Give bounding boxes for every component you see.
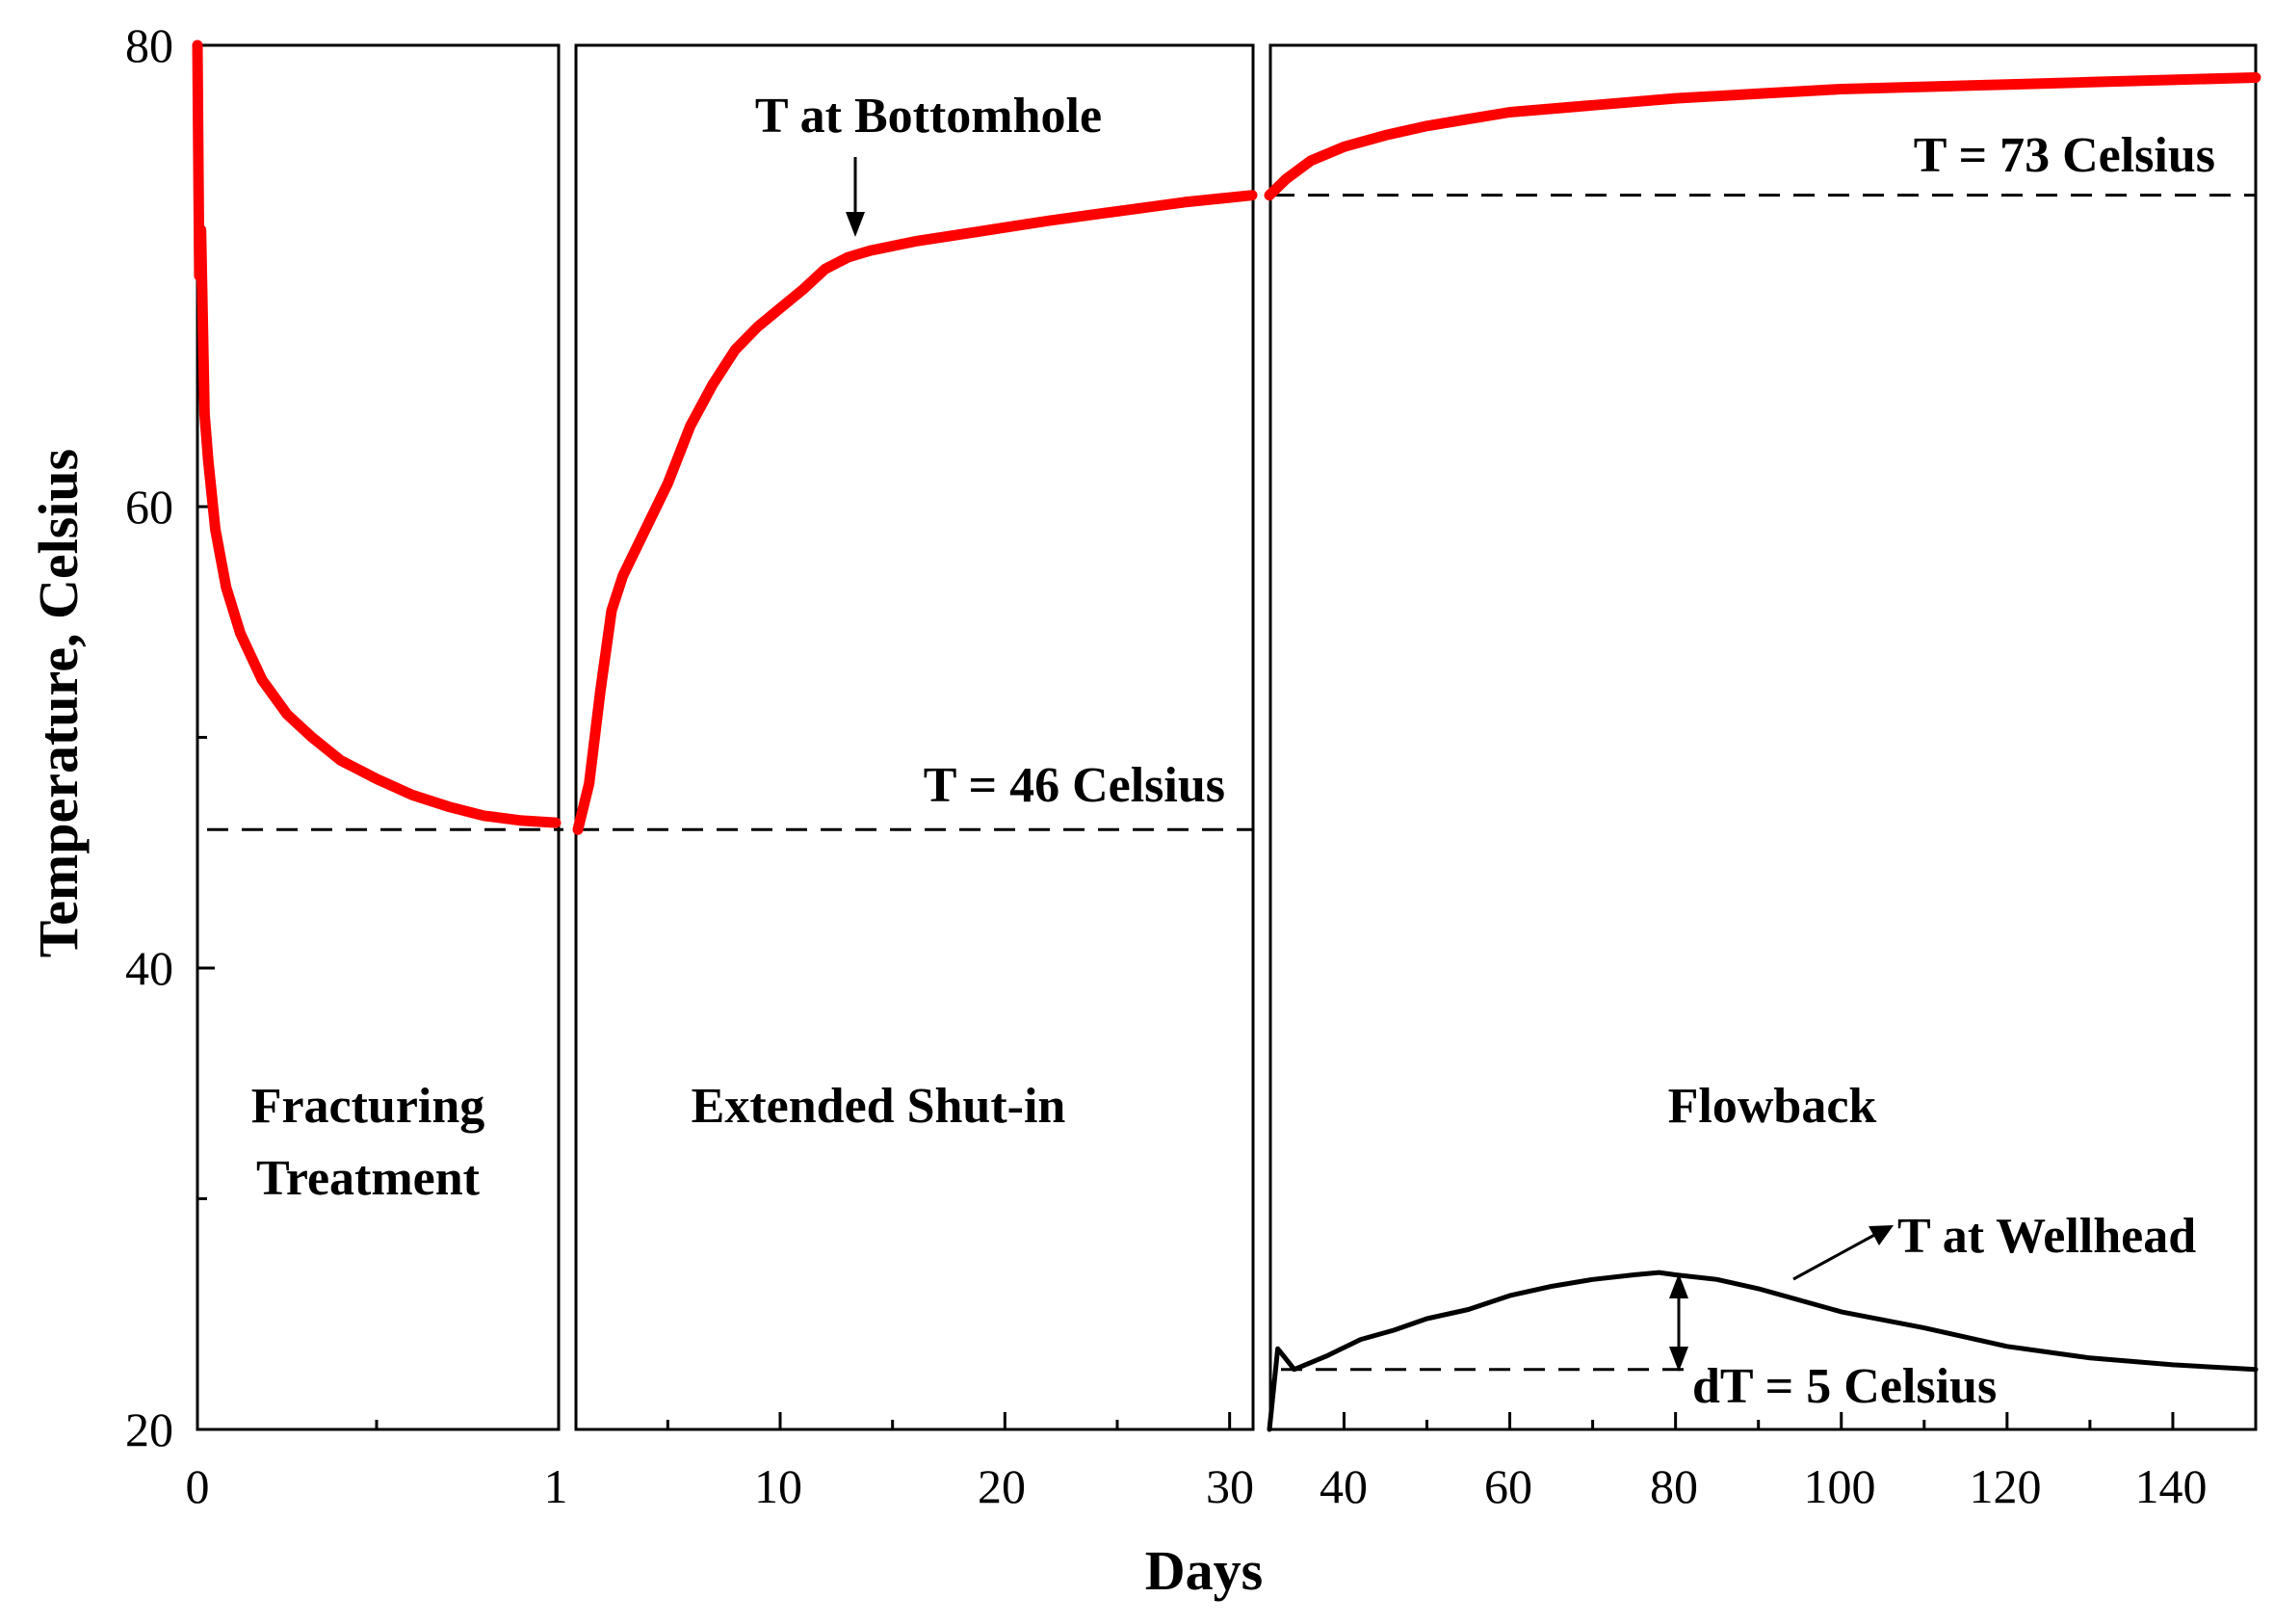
annotation-bottomhole: T at Bottomhole bbox=[755, 89, 1102, 144]
panel-label-fracturing-line1: Fracturing bbox=[251, 1079, 485, 1134]
panel-label-flowback: Flowback bbox=[1668, 1079, 1877, 1134]
y-tick-label-20: 20 bbox=[125, 1402, 173, 1456]
x-tick-label-40: 40 bbox=[1320, 1459, 1368, 1513]
series-bottomhole-panel-1 bbox=[572, 190, 1258, 835]
x-tick-label-30: 30 bbox=[1206, 1459, 1254, 1513]
x-tick-label-80: 80 bbox=[1650, 1459, 1698, 1513]
reference-lines bbox=[207, 194, 2256, 1372]
x-tick-label-1: 1 bbox=[544, 1459, 568, 1513]
tick-marks bbox=[197, 43, 2175, 1431]
x-tick-label-120: 120 bbox=[1970, 1459, 2042, 1513]
ref-label-73: T = 73 Celsius bbox=[1914, 128, 2215, 183]
x-tick-label-10: 10 bbox=[754, 1459, 802, 1513]
series-wellhead-panel-2 bbox=[1267, 1270, 2259, 1432]
panel-frame-shutin bbox=[574, 43, 1255, 1431]
x-tick-label-140: 140 bbox=[2135, 1459, 2208, 1513]
annotation-arrowhead-wellhead bbox=[1869, 1225, 1894, 1245]
x-tick-label-100: 100 bbox=[1804, 1459, 1876, 1513]
dt-arrowhead-down bbox=[1669, 1347, 1688, 1372]
annotation-wellhead: T at Wellhead bbox=[1897, 1209, 2196, 1264]
dt-arrowhead-up bbox=[1669, 1273, 1688, 1298]
ref-label-46: T = 46 Celsius bbox=[924, 758, 1225, 813]
data-series bbox=[192, 39, 2261, 1432]
x-axis-title: Days bbox=[1145, 1539, 1263, 1602]
x-tick-label-20: 20 bbox=[978, 1459, 1026, 1513]
y-tick-label-60: 60 bbox=[125, 480, 173, 534]
panel-frame-flowback bbox=[1268, 43, 2258, 1431]
y-tick-label-80: 80 bbox=[125, 18, 173, 72]
series-bottomhole-panel-0 bbox=[192, 39, 562, 828]
annotation-arrow-wellhead bbox=[1792, 1231, 1879, 1281]
y-tick-label-40: 40 bbox=[125, 941, 173, 995]
panel-frame-fracturing bbox=[196, 43, 561, 1431]
x-tick-label-0: 0 bbox=[186, 1459, 210, 1513]
panel-label-shutin: Extended Shut-in bbox=[692, 1079, 1066, 1134]
ref-label-dt5: dT = 5 Celsius bbox=[1692, 1359, 1997, 1414]
x-tick-label-60: 60 bbox=[1484, 1459, 1532, 1513]
annotation-arrowhead-bottomhole bbox=[846, 212, 865, 237]
y-axis-title: Temperature, Celsius bbox=[27, 449, 90, 957]
series-bottomhole-panel-2 bbox=[1264, 72, 2261, 201]
panel-label-fracturing-line2: Treatment bbox=[256, 1151, 481, 1206]
